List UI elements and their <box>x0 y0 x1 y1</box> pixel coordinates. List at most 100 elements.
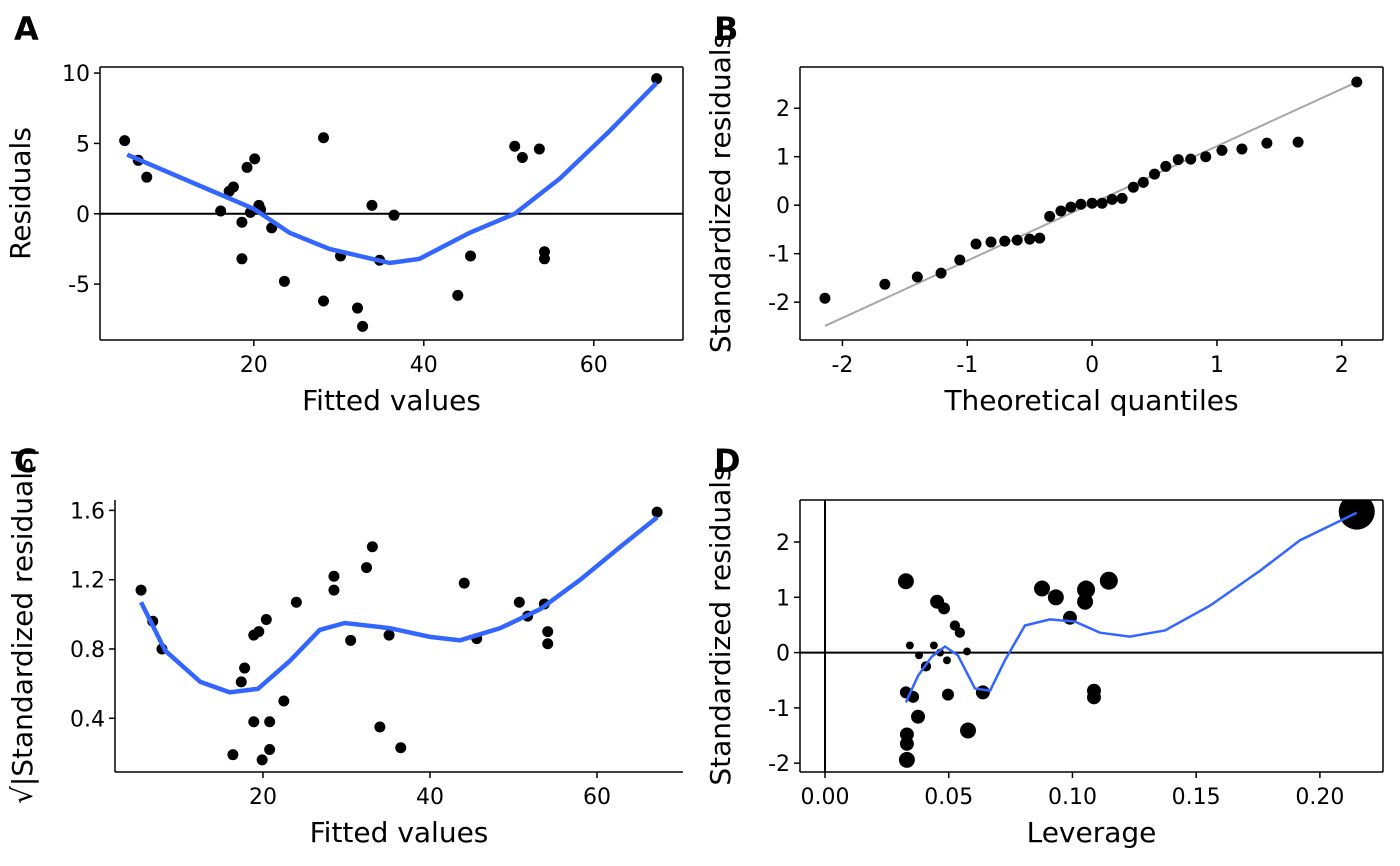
point <box>960 722 976 739</box>
panel: -2 -1 0 1 2 -2 -1 0 1 2 Theoretical quantiles Stand… <box>704 10 1384 417</box>
point <box>943 656 951 665</box>
point <box>1055 205 1067 217</box>
point <box>935 267 947 279</box>
panel: 20 40 60 0.4 0.8 1.2 1.6 Fitted values √|Standar… <box>6 442 683 849</box>
plot-area <box>100 73 683 332</box>
point <box>542 638 554 650</box>
point <box>533 143 545 155</box>
point <box>999 235 1011 247</box>
y-tick-label: -1 <box>768 697 790 722</box>
point <box>395 742 407 754</box>
point <box>366 541 378 553</box>
point <box>509 140 521 152</box>
point <box>215 205 227 217</box>
point <box>352 302 364 314</box>
point <box>954 254 966 266</box>
x-tick-label: -1 <box>956 353 978 378</box>
point <box>1127 181 1139 193</box>
point <box>1338 500 1375 530</box>
y-axis-title: Residuals <box>4 127 37 260</box>
y-tick-label: -2 <box>768 291 790 316</box>
point <box>899 736 914 751</box>
point <box>1075 198 1087 210</box>
point <box>651 73 663 85</box>
point <box>1216 144 1228 156</box>
point <box>1137 176 1149 188</box>
point <box>465 250 477 262</box>
point <box>374 721 386 733</box>
y-tick-label: -2 <box>768 752 790 777</box>
point <box>278 695 290 707</box>
y-tick-label: 2 <box>776 97 790 122</box>
point <box>227 749 239 761</box>
point <box>819 292 831 304</box>
point <box>236 253 248 265</box>
point <box>361 562 373 574</box>
x-tick-label: -2 <box>831 353 853 378</box>
x-tick-label: 1 <box>1210 353 1224 378</box>
point <box>879 278 891 290</box>
point <box>949 620 961 631</box>
point <box>1106 193 1118 205</box>
point <box>1096 197 1108 209</box>
point <box>135 584 147 596</box>
point <box>1087 690 1101 705</box>
point <box>260 614 272 626</box>
point <box>1261 137 1273 149</box>
point <box>249 153 261 165</box>
point <box>1116 192 1128 204</box>
point <box>954 627 965 638</box>
x-tick-label: 0.05 <box>924 785 973 810</box>
smooth-line <box>139 515 659 695</box>
x-axis-title: Theoretical quantiles <box>943 384 1238 417</box>
x-tick-label: 20 <box>240 353 268 378</box>
point <box>516 151 528 163</box>
point <box>264 743 276 755</box>
point <box>119 135 131 147</box>
point <box>1047 589 1064 606</box>
point <box>383 629 395 641</box>
point <box>1011 234 1023 246</box>
point <box>318 295 330 307</box>
panel: 0.00 0.05 0.10 0.15 0.20 -2 -1 0 1 2 Leverage Stand… <box>704 442 1384 849</box>
point <box>905 641 914 650</box>
point <box>941 688 954 701</box>
panel-tag: C <box>14 442 37 480</box>
point <box>141 171 153 183</box>
point <box>898 751 915 768</box>
point <box>1172 154 1184 166</box>
y-tick-label: 0 <box>776 194 790 219</box>
point <box>328 584 340 596</box>
panel-tag: D <box>714 442 741 480</box>
x-axis-title: Leverage <box>1027 816 1157 849</box>
point <box>911 709 926 724</box>
x-axis-title: Fitted values <box>302 384 481 417</box>
y-tick-label: 1.6 <box>70 499 105 524</box>
point <box>897 573 914 590</box>
y-tick-label: 5 <box>76 132 90 157</box>
x-tick-label: 0.15 <box>1172 785 1221 810</box>
point <box>1024 233 1036 245</box>
x-tick-label: 0.20 <box>1295 785 1344 810</box>
point <box>1044 210 1056 222</box>
point <box>248 716 260 728</box>
point <box>985 236 997 248</box>
x-tick-label: 20 <box>249 785 277 810</box>
point <box>290 596 302 608</box>
point <box>357 320 369 332</box>
point <box>1099 571 1118 590</box>
point <box>253 626 265 638</box>
smooth-line <box>904 511 1358 703</box>
point <box>1077 580 1096 599</box>
point <box>1065 201 1077 213</box>
y-tick-label: 1 <box>776 146 790 171</box>
point <box>1351 76 1363 88</box>
point <box>975 685 990 700</box>
plot-area <box>819 76 1363 327</box>
point <box>1034 580 1050 597</box>
point <box>970 238 982 250</box>
point <box>278 275 290 287</box>
x-tick-label: 0.10 <box>1048 785 1097 810</box>
x-tick-label: 0 <box>1085 353 1099 378</box>
